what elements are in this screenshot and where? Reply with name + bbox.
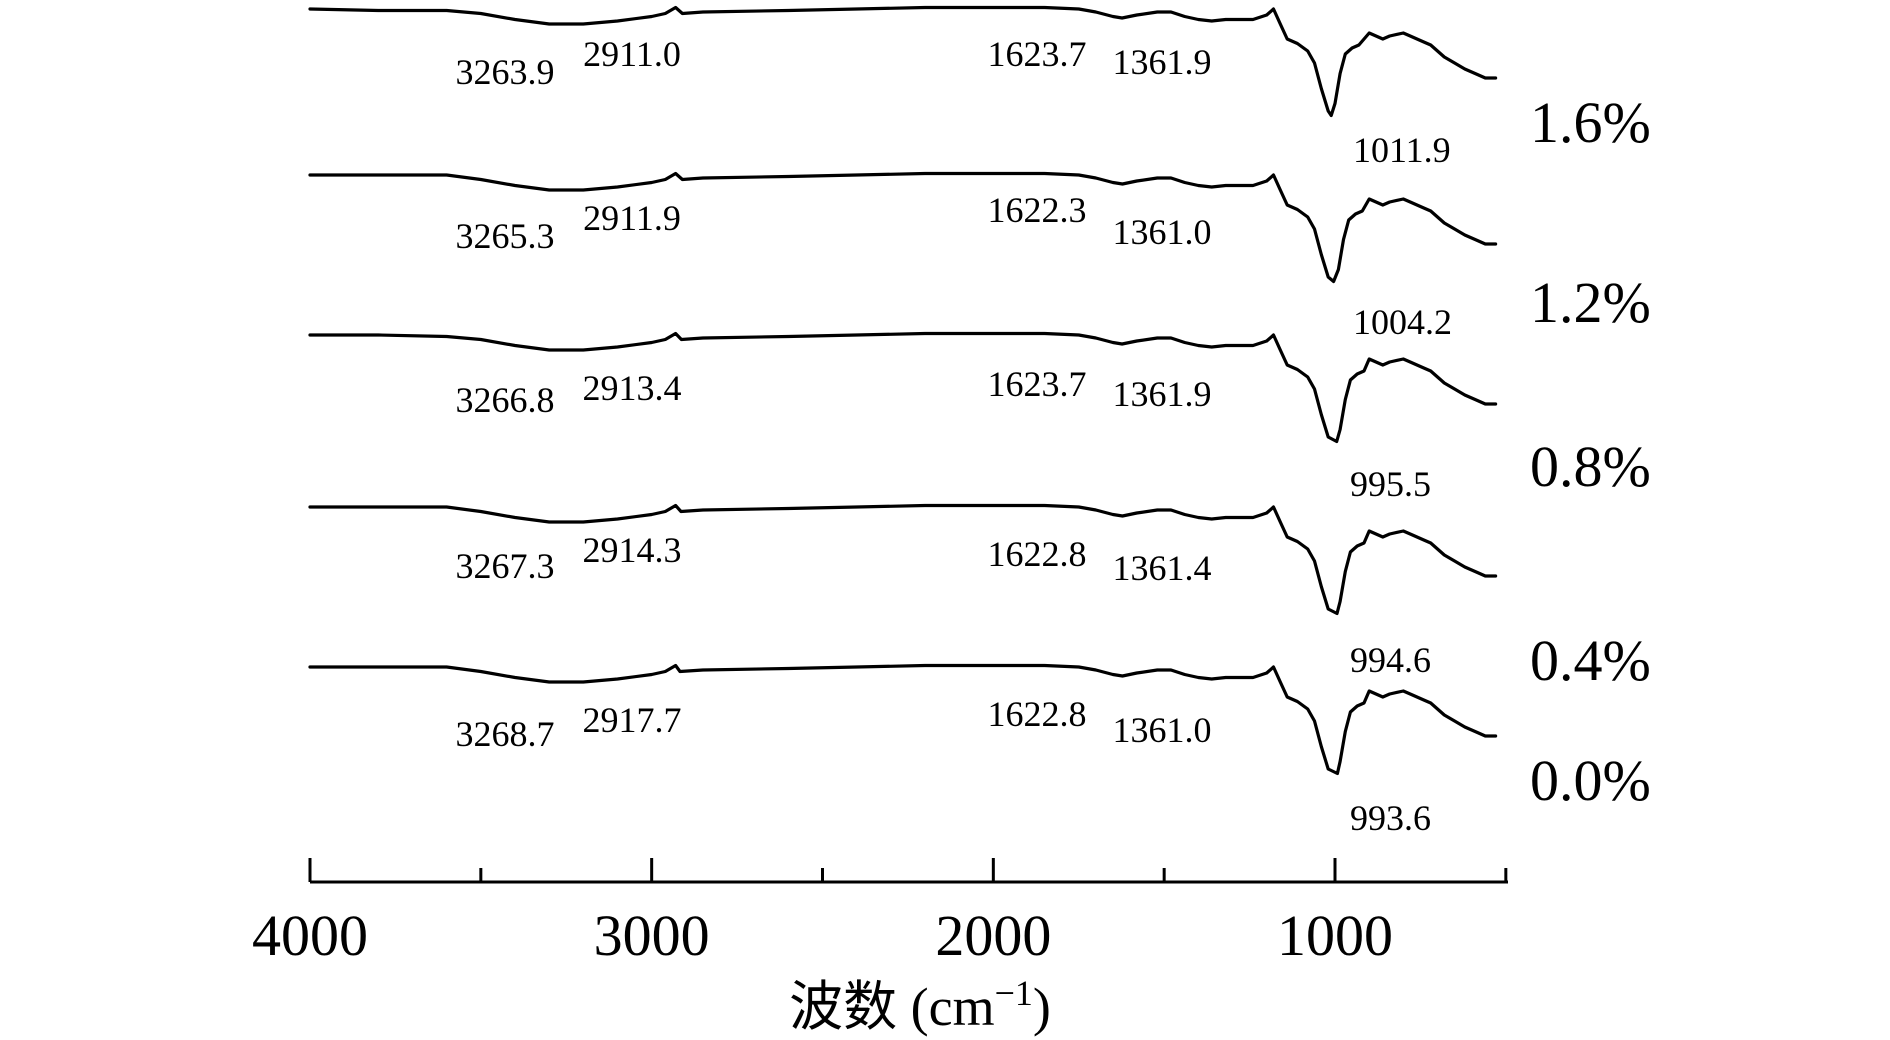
- peak-label: 1361.0: [1113, 710, 1212, 750]
- peak-label: 2913.4: [583, 368, 682, 408]
- x-axis-title: 波数 (cm−1): [789, 973, 1051, 1037]
- x-tick-label: 1000: [1277, 903, 1393, 968]
- peak-label: 1623.7: [988, 364, 1087, 404]
- peak-label: 1622.3: [988, 190, 1087, 230]
- peak-label: 2911.9: [583, 198, 681, 238]
- series-label: 0.4%: [1530, 628, 1651, 693]
- peak-label: 2917.7: [583, 700, 682, 740]
- x-axis-title-close: ): [1033, 977, 1051, 1037]
- spectrum-line-3: [308, 331, 1498, 444]
- x-tick-label: 3000: [594, 903, 710, 968]
- spectrum-line-1: [308, 5, 1498, 118]
- peak-labels-group: 3263.9 2911.0 1623.7 1361.9 1011.9 3265.3 2911…: [456, 34, 1453, 838]
- peak-label: 3268.7: [456, 714, 555, 754]
- x-axis-title-main: 波数 (cm: [789, 977, 994, 1037]
- x-tick-label: 2000: [935, 903, 1051, 968]
- series-label: 0.0%: [1530, 748, 1651, 813]
- peak-label: 1361.9: [1113, 374, 1212, 414]
- series-labels-group: 1.6% 1.2% 0.8% 0.4% 0.0%: [1530, 90, 1651, 813]
- peak-label: 1623.7: [988, 34, 1087, 74]
- peak-label: 1004.2: [1353, 302, 1452, 342]
- peak-label: 2911.0: [583, 34, 681, 74]
- x-axis: 4000 3000 2000 1000: [252, 858, 1508, 968]
- spectrum-line-5: [308, 663, 1498, 776]
- peak-label: 994.6: [1350, 640, 1431, 680]
- peak-label: 1622.8: [988, 534, 1087, 574]
- peak-label: 3267.3: [456, 546, 555, 586]
- peak-label: 1361.9: [1113, 42, 1212, 82]
- peak-label: 993.6: [1350, 798, 1431, 838]
- spectrum-line-2: [308, 171, 1498, 284]
- series-label: 1.6%: [1530, 90, 1651, 155]
- series-label: 0.8%: [1530, 434, 1651, 499]
- peak-label: 1361.0: [1113, 212, 1212, 252]
- peak-label: 2914.3: [583, 530, 682, 570]
- peak-label: 1622.8: [988, 694, 1087, 734]
- peak-label: 995.5: [1350, 464, 1431, 504]
- peak-label: 3266.8: [456, 380, 555, 420]
- series-label: 1.2%: [1530, 270, 1651, 335]
- spectra-group: [308, 5, 1498, 776]
- x-tick-label: 4000: [252, 903, 368, 968]
- x-axis-title-sup: −1: [995, 973, 1033, 1013]
- peak-label: 1011.9: [1353, 130, 1451, 170]
- peak-label: 3263.9: [456, 52, 555, 92]
- peak-label: 3265.3: [456, 216, 555, 256]
- peak-label: 1361.4: [1113, 548, 1212, 588]
- spectrum-line-4: [308, 503, 1498, 616]
